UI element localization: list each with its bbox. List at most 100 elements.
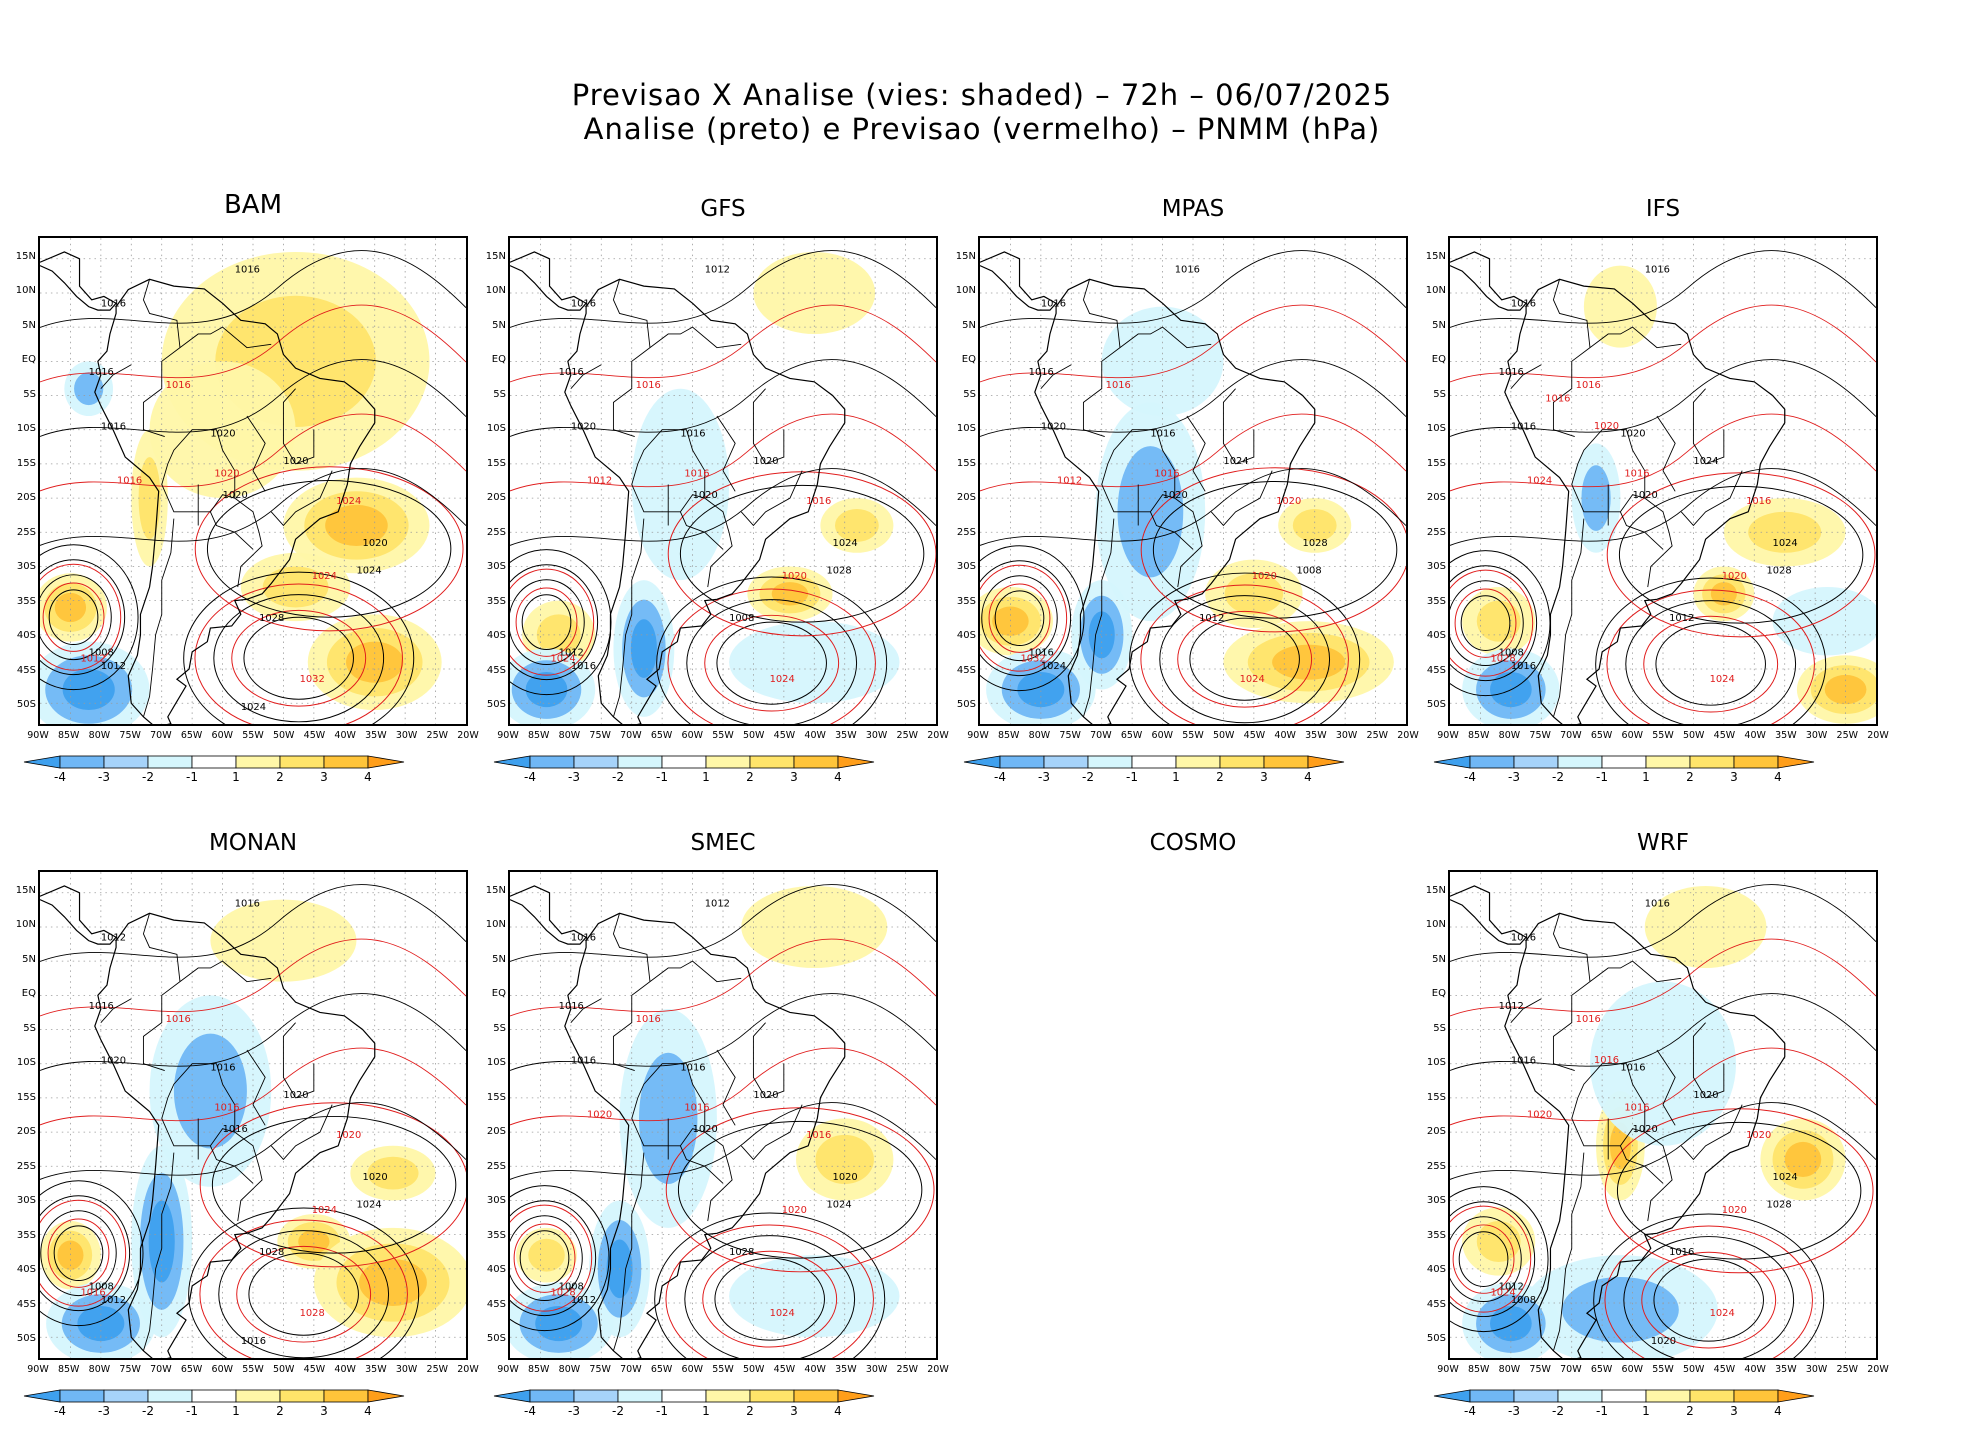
lon-tick-label: 35W <box>365 730 387 741</box>
panel-title: WRF <box>1637 830 1689 856</box>
forecast-isobar <box>40 938 466 1017</box>
lat-tick-label: 45S <box>1426 664 1446 676</box>
colorbar-right-arrow <box>837 755 875 769</box>
forecast-isobar <box>1450 413 1876 492</box>
positive-bias-area <box>298 1229 330 1254</box>
lon-tick-label: 35W <box>1305 730 1327 741</box>
south-america-coastline <box>1504 278 1786 724</box>
analysis-contour-label: 1028 <box>259 613 284 624</box>
colorbar-bin <box>661 1389 707 1403</box>
lon-tick-label: 60W <box>681 1364 704 1375</box>
country-border <box>100 998 132 1023</box>
analysis-isobar <box>981 575 1058 662</box>
lon-tick-label: 60W <box>1621 730 1644 741</box>
colorbar-bin <box>1601 1389 1647 1403</box>
forecast-contour-label: 1028 <box>300 1308 325 1319</box>
analysis-contour-label: 1016 <box>1511 1056 1536 1067</box>
analysis-isobar <box>40 1180 144 1327</box>
analysis-contour-label: 1020 <box>1163 490 1188 501</box>
forecast-isobar <box>1140 584 1349 724</box>
positive-bias-area <box>54 592 87 623</box>
lon-tick-label: 45W <box>1243 730 1266 741</box>
panel-title: BAM <box>223 190 283 220</box>
colorbar-bin <box>1557 1389 1603 1403</box>
analysis-contour-label: 1016 <box>1511 299 1536 310</box>
colorbar-label: 2 <box>1686 1404 1694 1418</box>
lat-tick-label: 5N <box>22 319 36 331</box>
country-border <box>209 1145 254 1184</box>
forecast-isobar <box>510 1047 936 1126</box>
analysis-isobar <box>1450 565 1538 682</box>
analysis-contour-label: 1024 <box>1041 661 1066 672</box>
forecast-isobar <box>40 1199 127 1307</box>
panel-title: MONAN <box>208 830 298 856</box>
forecast-isobar <box>199 1102 466 1268</box>
analysis-isobar <box>1458 1231 1509 1287</box>
colorbar-right-arrow <box>1777 1389 1815 1403</box>
analysis-isobar <box>248 1252 359 1336</box>
country-border <box>270 1104 333 1161</box>
analysis-isobar <box>40 884 466 962</box>
country-border <box>142 326 272 437</box>
lon-tick-label: 90W <box>1437 730 1459 741</box>
country-border <box>740 470 803 527</box>
lat-tick-label: 20S <box>486 492 506 504</box>
analysis-contour-label: 1020 <box>693 490 718 501</box>
lat-tick-label: 10N <box>15 285 36 297</box>
analysis-contour-label: 1016 <box>1511 933 1536 944</box>
colorbar-right-arrow <box>367 755 405 769</box>
negative-bias-area <box>173 1033 247 1149</box>
lat-tick-label: 35S <box>486 595 506 607</box>
analysis-isobar <box>211 1115 457 1254</box>
colorbar-bin <box>1263 755 1309 769</box>
analysis-contour-label: 1016 <box>1041 299 1066 310</box>
lat-tick-label: 15N <box>1425 250 1446 262</box>
colorbar-label: 3 <box>320 1404 328 1418</box>
forecast-isobar <box>510 304 936 383</box>
analysis-isobar <box>1450 1102 1876 1180</box>
forecast-isobar <box>510 1204 593 1312</box>
colorbar-bin <box>705 755 751 769</box>
lon-tick-label: 45W <box>773 1364 796 1375</box>
analysis-isobar <box>1450 1186 1549 1333</box>
analysis-contour-label: 1020 <box>1633 1124 1658 1135</box>
analysis-isobar <box>213 594 385 723</box>
analysis-contour-label: 1012 <box>1199 613 1224 624</box>
country-border <box>740 1104 803 1161</box>
analysis-isobar <box>40 468 466 546</box>
colorbar-label: 1 <box>232 1404 240 1418</box>
lat-tick-label: 20S <box>16 1126 36 1138</box>
colorbar-label: -2 <box>1552 1404 1564 1418</box>
forecast-contour-label: 1016 <box>684 469 709 480</box>
lon-tick-label: 80W <box>88 1364 111 1375</box>
forecast-contour-label: 1016 <box>80 1287 105 1298</box>
colorbar-label: -2 <box>612 770 624 784</box>
lat-tick-label: 5N <box>22 953 36 965</box>
lat-tick-label: 25S <box>486 1160 506 1172</box>
colorbar-bin <box>59 1389 105 1403</box>
analysis-isobar <box>1595 577 1827 724</box>
lat-tick-label: 30S <box>1426 1195 1446 1207</box>
colorbar-bin <box>617 1389 663 1403</box>
forecast-isobar <box>47 1218 110 1288</box>
analysis-contour-label: 1008 <box>1511 1295 1536 1306</box>
forecast-isobar <box>1450 938 1876 1017</box>
central-america-coastline <box>40 885 118 945</box>
lon-tick-label: 60W <box>1621 1364 1644 1375</box>
panel-bam: BAM 15N 10N 5N EQ 5S 10S 15S 20S 25S 30S 35S 40S 45S 5… <box>0 190 479 786</box>
analysis-contour-label: 1016 <box>571 933 596 944</box>
analysis-contour-label: 1020 <box>753 1090 778 1101</box>
lon-tick-label: 50W <box>1682 1364 1705 1375</box>
lat-tick-label: 40S <box>16 630 36 642</box>
colorbar-label: 2 <box>746 770 754 784</box>
lat-tick-label: 40S <box>16 1264 36 1276</box>
lon-tick-label: 30W <box>1805 730 1828 741</box>
positive-bias-area <box>325 504 388 546</box>
colorbar-bin <box>1513 1389 1559 1403</box>
forecast-isobar <box>1450 1205 1532 1313</box>
lat-tick-label: 15S <box>486 457 506 469</box>
lat-tick-label: 45S <box>486 664 506 676</box>
forecast-contour-label: 1016 <box>1594 1055 1619 1066</box>
analysis-contour-label: 1016 <box>101 422 126 433</box>
analysis-isobar <box>654 1212 886 1358</box>
